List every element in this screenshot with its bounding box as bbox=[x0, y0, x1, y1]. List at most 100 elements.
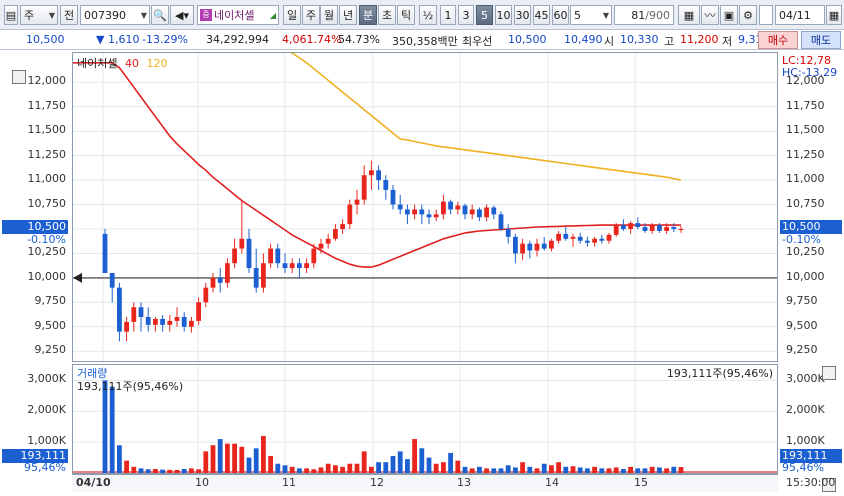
reference-arrow-icon bbox=[73, 272, 82, 283]
candle-body bbox=[671, 227, 677, 229]
volume-chart[interactable]: 거래량 193,111주(95,46%) 193,111주(95,46%) bbox=[72, 364, 778, 474]
legend-ma120: 120 bbox=[146, 57, 168, 70]
volume-bar bbox=[225, 443, 230, 473]
candle-body bbox=[268, 248, 273, 264]
volume-tick-left: 2,000K bbox=[27, 403, 66, 417]
candle-body bbox=[282, 263, 288, 269]
quote-turnover: 54.73% bbox=[338, 33, 380, 46]
candle-body bbox=[433, 214, 439, 218]
interval-button[interactable]: 5 bbox=[476, 5, 493, 25]
candle-body bbox=[102, 233, 108, 273]
expand-icon[interactable] bbox=[822, 366, 836, 380]
stock-code-value: 007390 bbox=[84, 8, 126, 22]
price-chart-svg bbox=[73, 53, 777, 361]
speaker-icon[interactable]: ◀▾ bbox=[170, 5, 194, 25]
candle-body bbox=[289, 263, 295, 269]
fraction-button[interactable]: ½ bbox=[419, 5, 437, 25]
volume-bar bbox=[376, 462, 381, 473]
prefix-button[interactable]: 전 bbox=[60, 5, 78, 25]
buy-button[interactable]: 매수 bbox=[758, 31, 798, 49]
volume-bar bbox=[354, 463, 360, 473]
current-pct-left: -0.10% bbox=[27, 233, 66, 246]
candle-body bbox=[556, 233, 561, 241]
candle-body bbox=[678, 229, 684, 230]
search-icon[interactable]: 🔍 bbox=[151, 5, 169, 25]
volume-pct-right: 95,46% bbox=[782, 461, 824, 474]
volume-bar bbox=[642, 468, 648, 473]
candle-body bbox=[390, 189, 396, 205]
volume-bar bbox=[520, 462, 525, 473]
high-value: 11,200 bbox=[680, 33, 719, 46]
open-value: 10,330 bbox=[620, 33, 659, 46]
best-ask: 10,500 bbox=[508, 33, 547, 46]
gear-icon[interactable]: ⚙ bbox=[739, 5, 757, 25]
date-field[interactable]: 04/11 bbox=[775, 5, 825, 25]
candle-body bbox=[369, 170, 374, 176]
chart-menu-icon[interactable]: ▤ bbox=[4, 5, 18, 25]
candle-body bbox=[498, 214, 504, 229]
volume-bar bbox=[138, 468, 144, 473]
period-button[interactable]: 틱 bbox=[397, 5, 415, 25]
period-button[interactable]: 일 bbox=[283, 5, 301, 25]
interval-button[interactable]: 45 bbox=[533, 5, 550, 25]
candle-body bbox=[225, 263, 230, 283]
candle-body bbox=[181, 317, 187, 327]
price-tick-left: 9,500 bbox=[34, 318, 67, 332]
volume-bar bbox=[109, 386, 115, 473]
volume-bar bbox=[340, 466, 345, 473]
quote-bar: 10,500 ▼ 1,610 -13.29% 34,292,994 4,061.… bbox=[0, 30, 844, 50]
price-chart[interactable]: 네이처셀 40 120 bbox=[72, 52, 778, 362]
volume-bar bbox=[311, 469, 317, 473]
candle-body bbox=[549, 240, 554, 249]
date-checkbox[interactable] bbox=[759, 5, 773, 25]
interval-button[interactable]: 1 bbox=[440, 5, 456, 25]
volume-tick-left: 3,000K bbox=[27, 372, 66, 386]
interval-button[interactable]: 60 bbox=[552, 5, 569, 25]
period-button[interactable]: 주 bbox=[302, 5, 320, 25]
volume-bar bbox=[419, 448, 425, 473]
volume-chart-svg bbox=[73, 365, 777, 473]
candle-body bbox=[491, 207, 497, 215]
candle-body bbox=[210, 277, 216, 288]
volume-bar bbox=[145, 469, 151, 473]
volume-bar bbox=[462, 466, 468, 473]
price-tick-left: 10,000 bbox=[27, 269, 67, 283]
table-icon[interactable] bbox=[12, 70, 26, 84]
period-button[interactable]: 초 bbox=[378, 5, 396, 25]
candle-body bbox=[664, 227, 669, 231]
period-button[interactable]: 월 bbox=[320, 5, 338, 25]
candle-body bbox=[109, 273, 115, 288]
interval-button[interactable]: 30 bbox=[514, 5, 531, 25]
hc-label: HC:-13.29 bbox=[782, 66, 838, 79]
stock-code-input[interactable]: 007390 ▼ bbox=[80, 5, 150, 25]
interval-button[interactable]: 3 bbox=[458, 5, 474, 25]
save-icon[interactable]: ▣ bbox=[720, 5, 738, 25]
calendar-icon[interactable]: ▦ bbox=[826, 5, 842, 25]
high-label: 고 bbox=[664, 35, 675, 48]
interval-select[interactable]: 5 ▼ bbox=[570, 5, 612, 25]
count-field[interactable]: 81 /900 bbox=[614, 5, 674, 25]
sell-button[interactable]: 매도 bbox=[801, 31, 841, 49]
interval-button[interactable]: 10 bbox=[495, 5, 512, 25]
candle-body bbox=[419, 209, 425, 215]
volume-bar bbox=[268, 456, 273, 473]
stock-name-field[interactable]: 증 네이처셀 ◢ bbox=[197, 5, 279, 25]
candle-body bbox=[138, 307, 144, 317]
volume-bar bbox=[426, 457, 432, 473]
period-button[interactable]: 년 bbox=[339, 5, 357, 25]
candle-body bbox=[261, 263, 266, 288]
period-button[interactable]: 분 bbox=[359, 5, 377, 25]
volume-bar bbox=[585, 468, 590, 473]
volume-tag-right: 193,111 bbox=[780, 449, 842, 463]
candle-body bbox=[239, 238, 245, 249]
candle-body bbox=[311, 248, 317, 264]
volume-bar bbox=[577, 467, 583, 473]
line-tool-icon[interactable]: 〰 bbox=[701, 5, 719, 25]
grid-tool-icon[interactable]: ▦ bbox=[678, 5, 700, 25]
settings-corner-icon[interactable] bbox=[822, 478, 836, 492]
price-tick-right: 12,000 bbox=[786, 74, 825, 88]
market-select[interactable]: 주 ▼ bbox=[20, 5, 58, 25]
candle-body bbox=[613, 225, 619, 235]
price-tick-left: 11,750 bbox=[27, 98, 67, 112]
volume-bar bbox=[167, 469, 173, 473]
